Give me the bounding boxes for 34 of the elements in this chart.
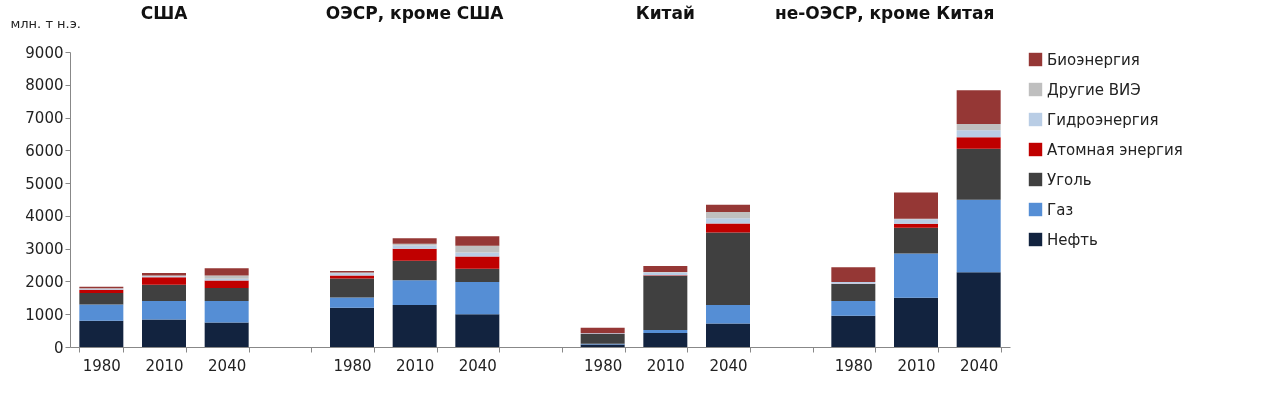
legend-label: Другие ВИЭ xyxy=(1047,80,1141,99)
x-tick-label: 1980 xyxy=(834,356,873,375)
legend-label: Нефть xyxy=(1047,230,1098,249)
text: Китай xyxy=(635,3,695,23)
y-tick-label: 1000 xyxy=(25,305,64,324)
legend-label: Биоэнергия xyxy=(1047,50,1140,69)
x-tick-label: 1980 xyxy=(333,356,372,375)
y-tick-label: 6000 xyxy=(25,141,64,160)
x-tick-label: 2010 xyxy=(396,356,435,375)
x-tick-label: 2010 xyxy=(897,356,936,375)
legend-label: Атомная энергия xyxy=(1047,140,1183,159)
y-axis-title: млн. т н.э. xyxy=(10,15,81,31)
x-tick-label: 2010 xyxy=(145,356,184,375)
x-tick-label: 2040 xyxy=(960,356,999,375)
text: США xyxy=(140,3,189,23)
y-tick-label: 2000 xyxy=(25,272,64,291)
x-tick-label: 1980 xyxy=(82,356,121,375)
y-tick-label: 9000 xyxy=(25,43,64,62)
y-tick-label: 8000 xyxy=(25,76,64,95)
y-tick-label: 3000 xyxy=(25,240,64,259)
y-tick-label: 5000 xyxy=(25,174,64,193)
y-tick-label: 0 xyxy=(53,338,64,357)
text: не-ОЭСР, кроме Китая xyxy=(774,3,995,23)
x-tick-label: 2040 xyxy=(709,356,748,375)
legend-label: Уголь xyxy=(1047,170,1092,189)
legend-label: Гидроэнергия xyxy=(1047,110,1159,129)
legend-label: Газ xyxy=(1047,200,1074,219)
x-tick-label: 2010 xyxy=(646,356,685,375)
text: ОЭСР, кроме США xyxy=(325,3,505,23)
y-tick-label: 7000 xyxy=(25,109,64,128)
x-tick-label: 1980 xyxy=(584,356,623,375)
y-tick-label: 4000 xyxy=(25,207,64,226)
x-tick-label: 2040 xyxy=(208,356,247,375)
x-tick-label: 2040 xyxy=(458,356,497,375)
